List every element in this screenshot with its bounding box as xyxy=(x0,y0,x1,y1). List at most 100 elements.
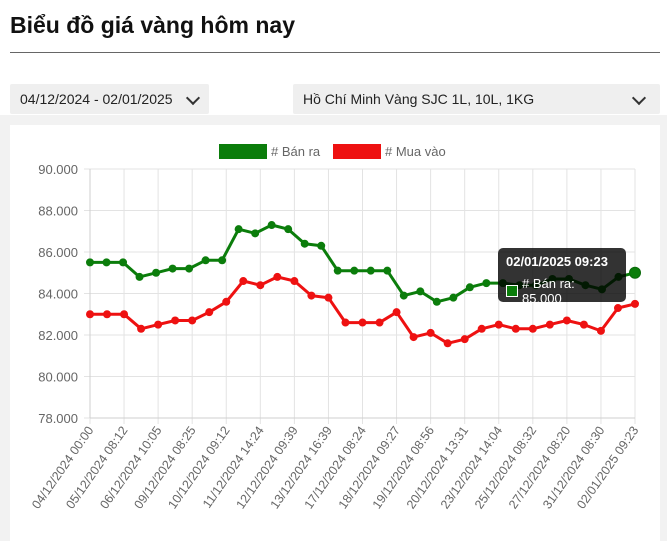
page-title: Biểu đồ giá vàng hôm nay xyxy=(10,12,295,38)
tooltip-label: # Bán ra: 85.000 xyxy=(521,276,575,306)
legend-swatch xyxy=(219,144,267,159)
x-tick-label: 13/12/2024 16:39 xyxy=(268,424,335,512)
data-point xyxy=(307,291,316,300)
data-point xyxy=(399,291,408,300)
date-range-select[interactable]: 04/12/2024 - 02/01/2025 xyxy=(10,84,209,114)
tooltip-swatch xyxy=(506,285,518,297)
y-tick-label: 90.000 xyxy=(38,162,78,177)
data-point xyxy=(103,310,112,319)
data-point xyxy=(545,320,554,329)
data-point xyxy=(409,333,418,342)
data-point xyxy=(284,225,293,234)
x-tick-label: 25/12/2024 08:32 xyxy=(472,424,539,512)
data-point xyxy=(528,324,537,333)
data-point xyxy=(596,326,605,335)
data-point xyxy=(465,283,474,292)
x-tick-label: 09/12/2024 08:25 xyxy=(131,424,198,512)
y-tick-label: 78.000 xyxy=(38,411,78,426)
x-tick-label: 23/12/2024 14:04 xyxy=(438,424,505,512)
data-point xyxy=(443,339,452,348)
x-tick-label: 31/12/2024 08:30 xyxy=(540,424,607,512)
data-point xyxy=(102,258,111,267)
data-point xyxy=(358,318,367,327)
data-point xyxy=(432,297,441,306)
date-range-value: 04/12/2024 - 02/01/2025 xyxy=(20,91,173,107)
chevron-down-icon xyxy=(631,90,647,106)
data-point xyxy=(317,241,326,250)
data-point xyxy=(205,308,214,317)
data-point xyxy=(168,264,177,273)
data-point xyxy=(222,297,231,306)
x-tick-label: 05/12/2024 08:12 xyxy=(63,424,130,512)
data-point xyxy=(562,316,571,325)
x-tick-label: 17/12/2024 08:24 xyxy=(302,424,369,512)
product-select[interactable]: Hồ Chí Minh Vàng SJC 1L, 10L, 1KG xyxy=(293,84,660,114)
x-tick-label: 27/12/2024 08:20 xyxy=(506,424,573,512)
data-point xyxy=(392,308,401,317)
x-tick-label: 12/12/2024 09:39 xyxy=(234,424,301,512)
title-divider xyxy=(10,52,660,53)
data-point xyxy=(152,268,161,277)
x-tick-label: 11/12/2024 14:24 xyxy=(200,424,267,511)
data-point xyxy=(350,266,359,275)
data-point xyxy=(460,335,469,344)
x-tick-label: 18/12/2024 09:27 xyxy=(336,424,403,512)
data-point xyxy=(511,324,520,333)
x-tick-label: 20/12/2024 13:31 xyxy=(404,424,471,512)
data-point xyxy=(333,266,342,275)
legend-swatch xyxy=(333,144,381,159)
data-point xyxy=(201,256,210,265)
data-point xyxy=(135,272,144,281)
chart-panel: 78.000 80.000 82.000 84.000 86.000 88.000 90.0… xyxy=(10,125,660,541)
data-point xyxy=(86,310,94,319)
data-point xyxy=(290,277,299,286)
data-point xyxy=(449,293,458,302)
data-point xyxy=(482,279,491,288)
data-point xyxy=(383,266,392,275)
data-point xyxy=(267,221,276,230)
y-tick-label: 86.000 xyxy=(38,245,78,260)
chevron-down-icon xyxy=(185,90,201,106)
data-point xyxy=(137,324,146,333)
data-point xyxy=(300,239,309,248)
data-point xyxy=(366,266,375,275)
data-point xyxy=(185,264,194,273)
x-tick-label: 02/01/2025 09:23 xyxy=(574,424,641,512)
y-tick-label: 84.000 xyxy=(38,287,78,302)
data-point xyxy=(324,293,333,302)
data-point xyxy=(218,256,227,265)
data-point xyxy=(579,320,588,329)
data-point xyxy=(119,258,128,267)
product-value: Hồ Chí Minh Vàng SJC 1L, 10L, 1KG xyxy=(303,91,535,107)
legend-label: # Mua vào xyxy=(385,144,446,159)
data-point xyxy=(494,320,503,329)
data-point xyxy=(154,320,163,329)
data-point xyxy=(188,316,197,325)
data-point xyxy=(341,318,350,327)
data-point xyxy=(171,316,180,325)
y-tick-label: 80.000 xyxy=(38,370,78,385)
data-point xyxy=(234,225,243,234)
data-point xyxy=(86,258,94,267)
data-point xyxy=(631,299,639,308)
data-point xyxy=(251,229,260,238)
data-point xyxy=(477,324,486,333)
chart-tooltip: 02/01/2025 09:23 # Bán ra: 85.000 xyxy=(498,248,626,306)
data-point xyxy=(613,304,622,313)
data-point xyxy=(629,266,641,279)
data-point xyxy=(273,272,282,281)
y-tick-label: 88.000 xyxy=(38,204,78,219)
data-point xyxy=(416,287,425,296)
data-point xyxy=(256,281,265,290)
filter-bar: 04/12/2024 - 02/01/2025 Hồ Chí Minh Vàng… xyxy=(0,84,667,114)
x-tick-label: 19/12/2024 08:56 xyxy=(370,424,437,512)
data-point xyxy=(426,328,435,337)
data-point xyxy=(239,277,248,286)
y-tick-label: 82.000 xyxy=(38,328,78,343)
tooltip-title: 02/01/2025 09:23 xyxy=(506,254,608,269)
x-tick-label: 10/12/2024 09:12 xyxy=(165,424,232,512)
data-point xyxy=(120,310,129,319)
x-tick-label: 06/12/2024 10:05 xyxy=(97,424,164,512)
price-chart[interactable]: 78.000 80.000 82.000 84.000 86.000 88.000 90.0… xyxy=(10,125,660,541)
legend-label: # Bán ra xyxy=(271,144,321,159)
